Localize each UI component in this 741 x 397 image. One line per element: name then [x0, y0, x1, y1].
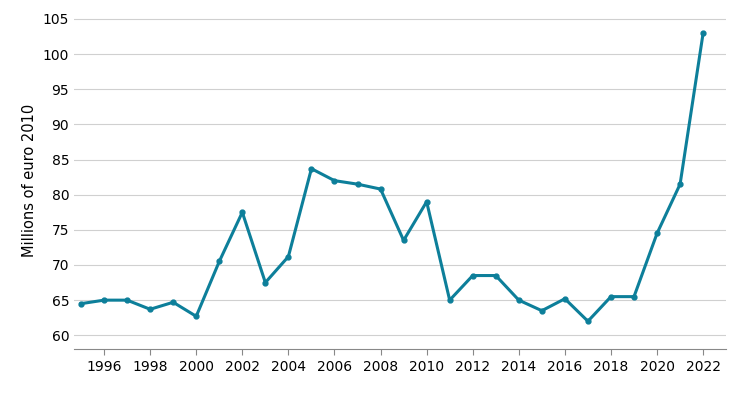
Y-axis label: Millions of euro 2010: Millions of euro 2010 — [22, 104, 37, 257]
